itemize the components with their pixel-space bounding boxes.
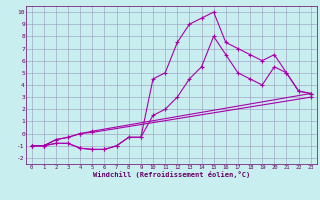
X-axis label: Windchill (Refroidissement éolien,°C): Windchill (Refroidissement éolien,°C) [92, 171, 250, 178]
